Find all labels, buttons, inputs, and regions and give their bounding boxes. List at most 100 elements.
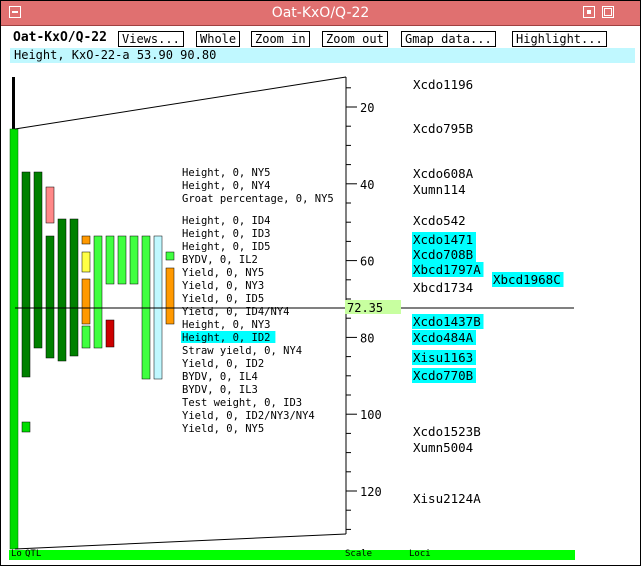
zoom-out-button[interactable]: Zoom out	[322, 31, 388, 47]
scale-tick-label: 40	[360, 178, 374, 192]
scale-ticks: 20 40 60 80 100 120	[346, 87, 382, 530]
trait-label[interactable]: Yield, 0, ID2	[182, 358, 264, 370]
qtl-bar[interactable]	[165, 251, 175, 261]
locus-label[interactable]: Xcdo1471	[413, 232, 473, 247]
locus-label[interactable]: Xcdo795B	[413, 121, 473, 136]
trait-label[interactable]: Yield, 0, ID5	[182, 293, 264, 305]
locus-highlight	[412, 232, 476, 247]
qtl-bar[interactable]	[33, 171, 43, 349]
trait-label[interactable]: Height, 0, ID2	[182, 332, 271, 344]
trait-label[interactable]: Groat percentage, 0, NY5	[182, 193, 334, 205]
scale-tick-label: 80	[360, 331, 374, 345]
trait-label[interactable]: BYDV, 0, IL3	[182, 384, 258, 396]
trait-label[interactable]: Height, 0, NY5	[182, 167, 271, 179]
trait-label[interactable]: Straw yield, 0, NY4	[182, 345, 302, 357]
scale-tick-label: 100	[360, 408, 382, 422]
window-title: Oat-KxO/Q-22	[271, 5, 370, 21]
locus-label[interactable]: Xcdo770B	[413, 368, 473, 383]
title-bar: Oat-KxO/Q-22	[1, 1, 640, 26]
locus-highlight	[412, 314, 484, 329]
maximize-icon[interactable]	[602, 6, 614, 18]
whole-button[interactable]: Whole	[196, 31, 241, 47]
locus-label[interactable]: Xisu2124A	[413, 491, 481, 506]
locus-label[interactable]: Xcdo708B	[413, 247, 473, 262]
bottom-label-lo: Lo	[11, 549, 22, 559]
qtl-bar[interactable]	[57, 218, 67, 362]
locus-label[interactable]: Xcdo1196	[413, 77, 473, 92]
locus-label[interactable]: Xbcd1797A	[413, 262, 481, 277]
locus-label[interactable]: Xumn114	[413, 182, 466, 197]
trait-label[interactable]: BYDV, 0, IL2	[182, 254, 258, 266]
locus-label[interactable]: Xbcd1968C	[493, 272, 561, 287]
locus-label[interactable]: Xcdo608A	[413, 166, 474, 181]
gmap-data-button[interactable]: Gmap data...	[401, 31, 496, 47]
trait-label[interactable]: Height, 0, ID4	[182, 215, 271, 227]
minimize-icon[interactable]	[583, 6, 595, 18]
qtl-bar[interactable]	[45, 235, 55, 359]
trait-highlight	[181, 331, 276, 343]
trait-label[interactable]: Yield, 0, ID4/NY4	[182, 306, 289, 318]
locus-highlight	[412, 247, 476, 262]
qtl-bar[interactable]	[93, 235, 103, 349]
locus-highlight	[412, 262, 484, 277]
highlight-button[interactable]: Highlight...	[512, 31, 607, 47]
bottom-label-loci: Loci	[409, 549, 431, 559]
trait-label[interactable]: Yield, 0, NY5	[182, 267, 264, 279]
info-bar: Height, KxO-22-a 53.90 90.80	[10, 48, 635, 63]
qtl-bar[interactable]	[117, 235, 127, 285]
locus-label[interactable]: Xcdo1523B	[413, 424, 481, 439]
qtl-bar[interactable]	[129, 235, 139, 285]
trait-label[interactable]: Yield, 0, NY5	[182, 423, 264, 435]
qtl-bar[interactable]	[81, 325, 91, 349]
window-menu-icon[interactable]	[9, 6, 21, 18]
map-name-label: Oat-KxO/Q-22	[13, 30, 107, 45]
qtl-bar[interactable]	[81, 251, 91, 273]
views-button[interactable]: Views...	[118, 31, 184, 47]
locus-label[interactable]: Xcdo1437B	[413, 314, 481, 329]
trait-label[interactable]: Height, 0, ID5	[182, 241, 271, 253]
scale-tick-label: 120	[360, 485, 382, 499]
locus-label[interactable]: Xumn5004	[413, 440, 473, 455]
cursor-value: 72.35	[347, 301, 383, 315]
qtl-bars[interactable]	[21, 171, 175, 433]
trait-label[interactable]: Yield, 0, ID2/NY3/NY4	[182, 410, 315, 422]
qtl-bar[interactable]	[81, 278, 91, 325]
locus-highlight	[492, 272, 564, 287]
trait-label[interactable]: Height, 0, NY3	[182, 319, 271, 331]
qtl-bar[interactable]	[105, 319, 115, 348]
zoom-line-top	[14, 76, 347, 130]
scale-tick-label: 20	[360, 101, 374, 115]
chromosome-top-segment	[12, 77, 15, 129]
locus-label[interactable]: Xcdo542	[413, 213, 466, 228]
qtl-bar[interactable]	[69, 218, 79, 357]
locus-highlight	[412, 368, 476, 383]
scale-tick-label: 60	[360, 255, 374, 269]
qtl-bar[interactable]	[165, 267, 175, 325]
qtl-bar[interactable]	[105, 235, 115, 285]
locus-highlight	[412, 350, 476, 365]
bottom-label-qtl: QTL	[25, 549, 42, 559]
trait-label[interactable]: Test weight, 0, ID3	[182, 397, 302, 409]
zoom-in-button[interactable]: Zoom in	[251, 31, 310, 47]
qtl-bar[interactable]	[21, 171, 31, 378]
qtl-bar[interactable]	[81, 235, 91, 245]
trait-label[interactable]: BYDV, 0, IL4	[182, 371, 258, 383]
bottom-bar: Lo QTL Scale Loci	[9, 549, 575, 560]
qtl-bar[interactable]	[21, 421, 31, 433]
chromosome-bar[interactable]	[9, 128, 19, 550]
trait-label[interactable]: Yield, 0, NY3	[182, 280, 264, 292]
locus-highlight	[412, 330, 476, 345]
locus-label[interactable]: Xisu1163	[413, 350, 473, 365]
trait-label[interactable]: Height, 0, ID3	[182, 228, 271, 240]
trait-label[interactable]: Height, 0, NY4	[182, 180, 271, 192]
zoom-line-bottom	[14, 533, 347, 550]
locus-label[interactable]: Xbcd1734	[413, 280, 473, 295]
cursor-value-box	[345, 300, 401, 314]
qtl-bar[interactable]	[45, 186, 55, 224]
locus-label[interactable]: Xcdo484A	[413, 330, 474, 345]
bottom-label-scale: Scale	[345, 549, 373, 559]
